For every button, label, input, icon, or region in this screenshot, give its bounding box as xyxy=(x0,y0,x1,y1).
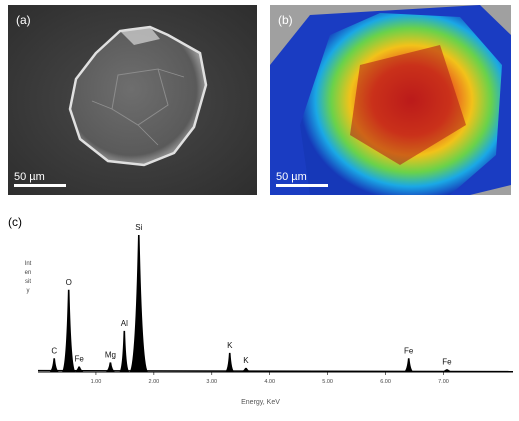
scale-bar-a: 50 µm xyxy=(14,171,66,187)
spectrum-peak xyxy=(105,362,116,372)
x-tick-label: 2.00 xyxy=(148,379,159,385)
x-tick-label: 6.00 xyxy=(380,379,391,385)
scale-bar-label-a: 50 µm xyxy=(14,171,45,183)
x-tick-label: 1.00 xyxy=(91,379,102,385)
peak-label: Al xyxy=(121,319,128,328)
spectrum-plot: 1.00 2.00 3.00 4.00 5.00 6.00 7.00 C O Fe Mg Al Si K K… xyxy=(37,223,513,385)
peak-label: O xyxy=(66,278,72,287)
x-axis-label: Energy, KeV xyxy=(241,399,280,406)
x-tick-label: 7.00 xyxy=(438,379,449,385)
peak-label: Mg xyxy=(105,350,116,359)
peak-label: Si xyxy=(135,223,142,232)
panel-label-c: (c) xyxy=(8,215,22,229)
scale-bar-label-b: 50 µm xyxy=(276,171,307,183)
spectrum-peak xyxy=(61,289,76,372)
spectrum-baseline xyxy=(37,369,513,373)
peak-label: C xyxy=(51,346,57,355)
panel-label-a: (a) xyxy=(16,13,31,27)
scale-bar-b: 50 µm xyxy=(276,171,328,187)
peak-label: K xyxy=(243,356,249,365)
spectrum-peak xyxy=(224,352,235,372)
peak-label: K xyxy=(227,341,233,350)
x-tick-label: 5.00 xyxy=(322,379,333,385)
x-tick-label: 4.00 xyxy=(264,379,275,385)
sem-image-panel: (a) 50 µm xyxy=(8,5,257,195)
spectrum-peak xyxy=(49,358,60,372)
eds-spectrum-panel: (c) Intensity 1.00 2.00 3.00 4.00 5.00 6.00 7.… xyxy=(8,215,513,415)
heatmap-panel: (b) 50 µm xyxy=(270,5,511,195)
heatmap-image xyxy=(270,5,511,195)
y-axis-label: Intensity xyxy=(24,261,32,294)
scale-bar-line-b xyxy=(276,184,328,187)
sem-particle-image xyxy=(8,5,257,195)
peak-label: Fe xyxy=(442,357,452,366)
scale-bar-line-a xyxy=(14,184,66,187)
spectrum-peak xyxy=(403,358,414,372)
x-tick-label: 3.00 xyxy=(206,379,217,385)
peak-label: Fe xyxy=(74,355,84,364)
spectrum-peak xyxy=(129,235,149,372)
panel-label-b: (b) xyxy=(278,13,293,27)
peak-label: Fe xyxy=(404,346,414,355)
spectrum-peak xyxy=(119,330,130,372)
